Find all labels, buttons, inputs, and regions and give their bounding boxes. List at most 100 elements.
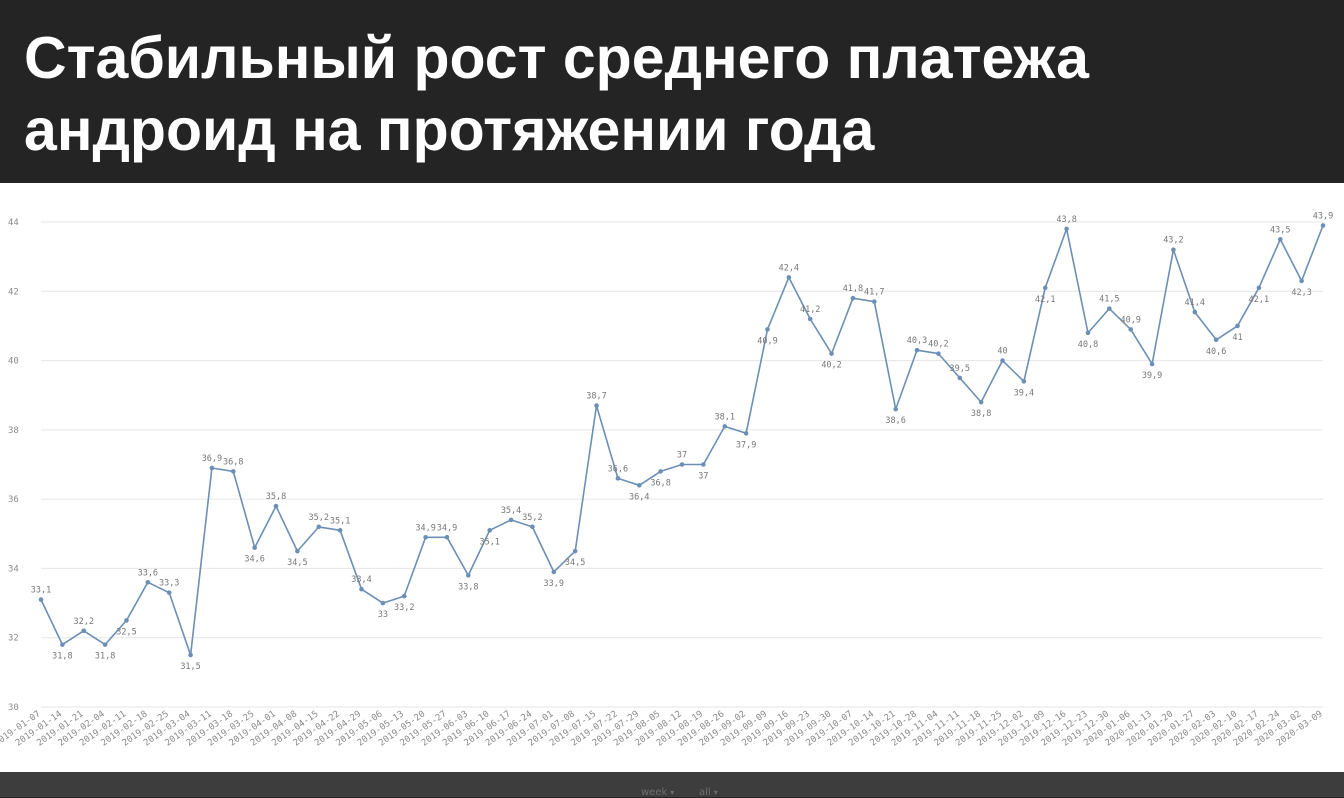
- data-point: [615, 476, 621, 481]
- data-label: 37: [677, 451, 687, 461]
- data-point: [359, 586, 364, 592]
- data-label: 35,1: [330, 516, 350, 526]
- y-tick-label: 36: [8, 495, 19, 505]
- data-point: [829, 351, 834, 356]
- data-label: 41,7: [864, 288, 884, 298]
- y-axis-ticks: 30 32 34 36 38 40 42 44: [8, 218, 19, 713]
- data-label: 35,2: [309, 513, 329, 523]
- data-label: 40,2: [928, 340, 948, 350]
- data-label: 33,9: [544, 579, 564, 589]
- data-label: 42,4: [779, 263, 799, 273]
- data-label: 43,2: [1163, 236, 1183, 246]
- data-label: 43,9: [1313, 211, 1333, 221]
- data-label: 40,2: [821, 361, 841, 371]
- data-label: 42,3: [1291, 288, 1311, 298]
- data-label: 40,8: [1078, 340, 1098, 350]
- data-label: 38,6: [885, 416, 905, 426]
- data-label: 33: [378, 610, 388, 620]
- data-point: [1256, 285, 1262, 291]
- data-point: [1213, 337, 1219, 343]
- data-label: 35,2: [522, 513, 542, 523]
- data-point: [978, 399, 984, 405]
- data-point: [1192, 309, 1198, 315]
- data-point: [1085, 330, 1091, 336]
- chart-panel: 30 32 34 36 38 40 42 44 2019-01-07 2019-01-14 201…: [0, 183, 1344, 772]
- data-point: [1042, 285, 1048, 291]
- period-select[interactable]: week ▾: [641, 787, 674, 798]
- chart-controls-bar: week ▾ all ▾: [0, 772, 1344, 798]
- data-point: [1128, 327, 1133, 332]
- data-point: [102, 642, 108, 647]
- data-point: [273, 503, 279, 509]
- data-point: [765, 327, 770, 332]
- data-label: 34,5: [287, 558, 307, 568]
- data-point: [231, 469, 236, 474]
- slide-header: Стабильный рост среднего платежа андроид…: [0, 0, 1344, 183]
- series-line-path: [40, 225, 1324, 656]
- data-labels: 33,131,832,231,832,533,633,331,536,9 36,8…: [31, 211, 1333, 672]
- data-label: 34,9: [415, 523, 435, 533]
- data-label: 36,8: [223, 457, 243, 467]
- range-select-label: all: [699, 787, 711, 798]
- data-point: [38, 597, 44, 602]
- data-point: [466, 573, 471, 578]
- data-point: [145, 579, 151, 585]
- data-point: [60, 642, 65, 647]
- data-label: 40: [997, 347, 1007, 357]
- data-label: 40,9: [1120, 315, 1140, 325]
- data-label: 41,5: [1099, 295, 1119, 305]
- data-point: [81, 628, 87, 634]
- y-tick-label: 40: [8, 357, 19, 367]
- data-point: [209, 465, 215, 471]
- data-label: 33,8: [458, 582, 478, 592]
- data-label: 43,8: [1056, 215, 1076, 225]
- y-tick-label: 38: [8, 426, 19, 436]
- data-point: [252, 545, 257, 550]
- data-points: [38, 223, 1326, 658]
- line-chart: 30 32 34 36 38 40 42 44 2019-01-072019-01-14201…: [0, 211, 1333, 748]
- data-label: 32,5: [116, 627, 136, 637]
- data-point: [487, 528, 493, 533]
- data-label: 31,5: [180, 662, 200, 672]
- data-point: [1320, 223, 1326, 228]
- data-point: [658, 469, 663, 474]
- data-label: 36,9: [202, 454, 222, 464]
- data-point: [1107, 306, 1112, 311]
- chevron-down-icon: ▾: [713, 788, 718, 797]
- data-point: [423, 534, 428, 540]
- data-label: 39,9: [1142, 371, 1162, 381]
- x-axis-ticks: 2019-01-072019-01-142019-01-212019-02-04…: [0, 709, 1325, 748]
- data-label: 40,3: [907, 336, 927, 346]
- data-label: 34,6: [244, 555, 264, 565]
- data-label: 31,8: [95, 652, 115, 662]
- data-point: [1000, 358, 1005, 363]
- data-label: 34,5: [565, 558, 585, 568]
- data-point: [295, 548, 300, 554]
- data-point: [337, 528, 343, 533]
- data-point: [807, 316, 813, 322]
- data-label: 33,3: [159, 579, 179, 589]
- data-label: 37,9: [736, 440, 756, 450]
- y-tick-label: 32: [8, 634, 19, 644]
- data-label: 41,8: [843, 284, 863, 294]
- data-label: 38,8: [971, 409, 991, 419]
- y-tick-label: 44: [8, 218, 19, 228]
- data-point: [636, 482, 642, 488]
- data-point: [188, 652, 193, 658]
- data-label: 35,8: [266, 492, 286, 502]
- data-point: [722, 424, 728, 429]
- data-point: [1277, 237, 1283, 242]
- data-label: 36,4: [629, 492, 649, 502]
- data-label: 39,4: [1014, 388, 1034, 398]
- data-point: [679, 462, 685, 467]
- data-label: 42,1: [1035, 295, 1055, 305]
- data-point: [936, 351, 941, 356]
- range-select[interactable]: all ▾: [699, 787, 718, 798]
- data-label: 35,1: [479, 537, 499, 547]
- data-point: [401, 593, 407, 599]
- y-tick-label: 34: [8, 564, 19, 574]
- data-label: 39,5: [950, 364, 970, 374]
- data-label: 33,1: [31, 586, 51, 596]
- data-point: [1021, 379, 1027, 384]
- data-point: [444, 534, 450, 540]
